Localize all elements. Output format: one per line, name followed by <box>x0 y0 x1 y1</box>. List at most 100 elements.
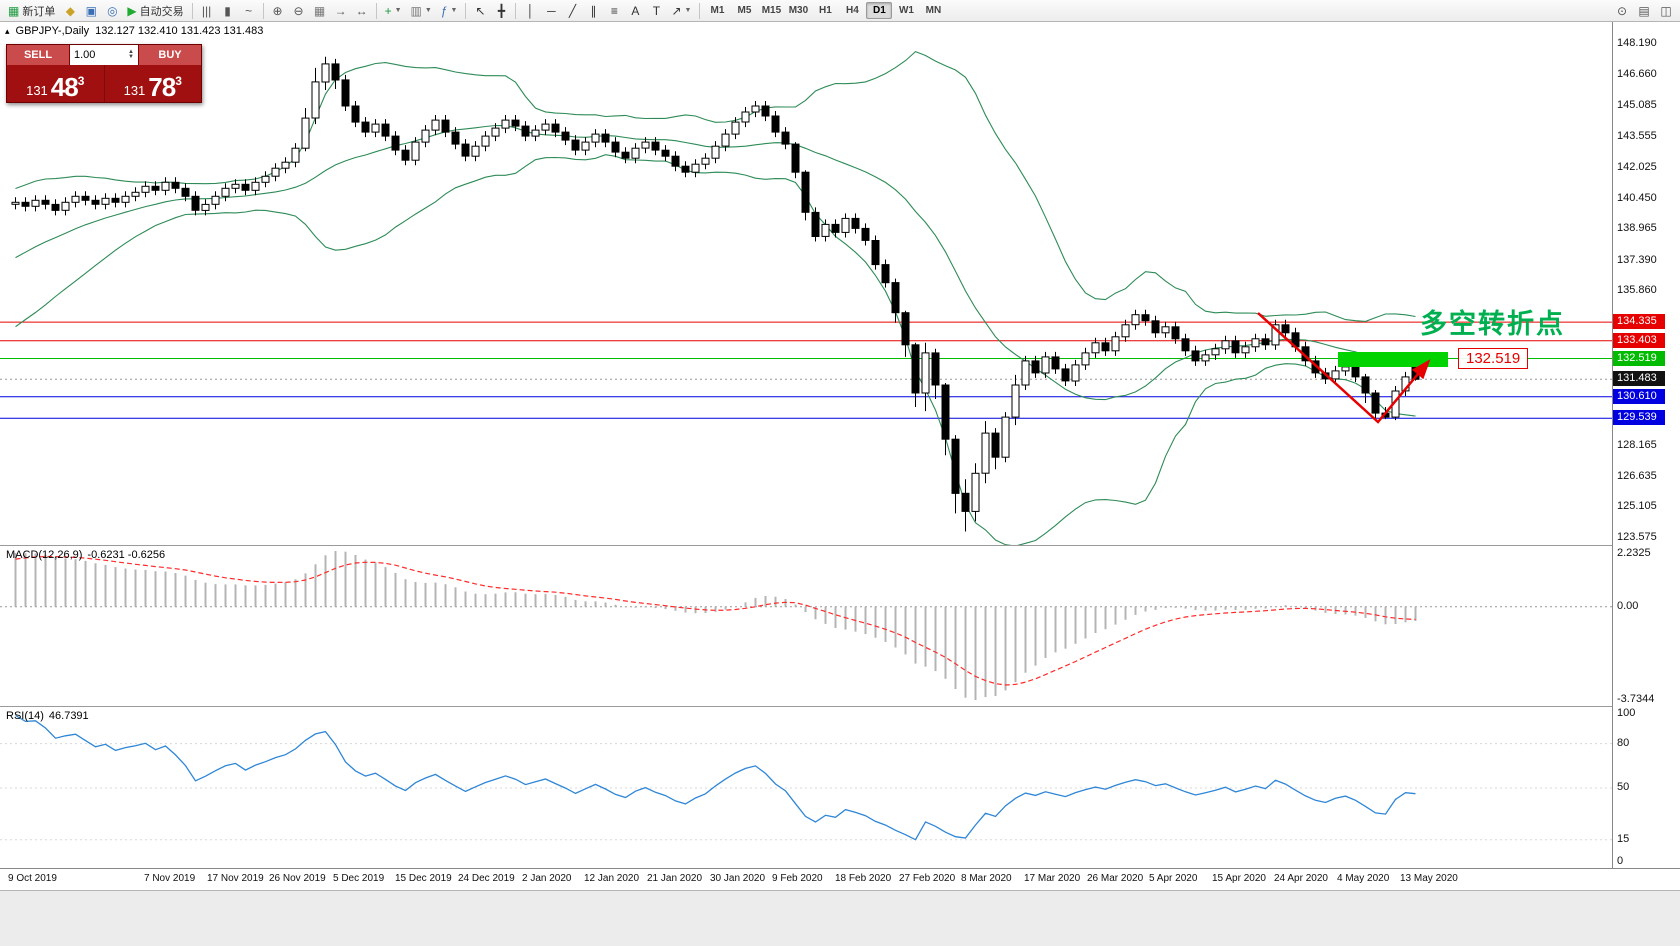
timeframe-h1[interactable]: H1 <box>819 5 832 16</box>
profiles-icon-dropdown[interactable]: ▼ <box>424 7 432 14</box>
refresh-icon[interactable]: ◎ <box>102 2 122 20</box>
pane-divider[interactable] <box>0 545 1680 546</box>
timeframe-m1[interactable]: M1 <box>710 5 725 16</box>
data-window-icon[interactable]: ▤ <box>1634 2 1654 20</box>
rsi-pane[interactable] <box>0 706 1612 868</box>
timeframe-w1[interactable]: W1 <box>898 5 914 16</box>
profile-icon[interactable]: ▣ <box>81 2 101 20</box>
buy-price-button[interactable]: 131 78 3 <box>103 65 202 102</box>
new-order-button: ▦ <box>8 3 20 18</box>
candle <box>181 187 190 197</box>
candle <box>241 183 250 191</box>
new-order-button[interactable]: ▦ 新订单 <box>4 2 59 20</box>
candle <box>61 201 70 211</box>
candle <box>951 438 960 494</box>
timeframe-d1[interactable]: D1 <box>866 2 893 19</box>
candle <box>111 197 120 203</box>
candlestick-chart-icon[interactable]: ▮ <box>218 2 238 20</box>
candle <box>1171 326 1180 340</box>
horizontal-line-icon[interactable]: ─ <box>541 2 561 20</box>
candle <box>1061 368 1070 382</box>
timeframe-mn[interactable]: MN <box>925 5 942 16</box>
rsi-name: RSI(14) <box>6 710 44 722</box>
candle <box>1251 338 1260 348</box>
turning-point-annotation[interactable]: 多空转折点 <box>1420 309 1565 339</box>
price-tick: 126.635 <box>1617 470 1657 482</box>
zoom-out-icon: ⊖ <box>293 3 304 18</box>
trendline-icon[interactable]: ╱ <box>562 2 582 20</box>
new-chart-icon-dropdown[interactable]: ▼ <box>394 7 402 14</box>
auto-scroll-icon[interactable]: → <box>331 2 351 20</box>
cursor-icon[interactable]: ↖ <box>470 2 490 20</box>
arrows-icon[interactable]: ↗ ▼ <box>667 2 695 20</box>
candle <box>1161 326 1170 334</box>
candle <box>321 63 330 83</box>
timeframe-h4[interactable]: H4 <box>846 5 859 16</box>
zoom-out-icon[interactable]: ⊖ <box>289 2 309 20</box>
candle <box>981 432 990 474</box>
profiles-icon: ▥ <box>410 3 422 18</box>
label-icon[interactable]: T <box>646 2 666 20</box>
macd-pane[interactable] <box>0 545 1612 706</box>
buy-button[interactable]: BUY <box>158 49 182 61</box>
volume-spinner-icon[interactable]: ▲ ▼ <box>128 49 134 60</box>
timeframe-m15[interactable]: M15 <box>761 5 782 16</box>
price-level-callout[interactable]: 132.519 <box>1458 348 1529 369</box>
price-chart-pane[interactable] <box>0 22 1612 545</box>
date-label: 15 Apr 2020 <box>1212 873 1266 884</box>
pane-divider[interactable] <box>0 706 1680 707</box>
date-label: 2 Jan 2020 <box>522 873 572 884</box>
macd-name: MACD(12,26,9) <box>6 549 83 561</box>
navigator-icon[interactable]: ◫ <box>1656 2 1676 20</box>
chart-window-icon[interactable]: ◆ <box>60 2 80 20</box>
trendline-icon: ╱ <box>568 3 577 18</box>
candle <box>101 197 110 205</box>
macd-scale-label: 2.2325 <box>1617 547 1651 559</box>
rsi-scale-label: 50 <box>1617 781 1630 793</box>
candle <box>591 133 600 143</box>
indicators-icon: ƒ <box>440 3 448 18</box>
collapse-panel-icon[interactable]: ▴ <box>5 25 10 36</box>
tile-windows-icon[interactable]: ▦ <box>310 2 330 20</box>
volume-input[interactable]: 1.00 ▲ ▼ <box>69 45 139 65</box>
search-icon[interactable]: ⊙ <box>1612 2 1632 20</box>
date-label: 8 Mar 2020 <box>961 873 1012 884</box>
search-icon: ⊙ <box>1616 3 1628 18</box>
candle <box>891 282 900 314</box>
price-level-badge: 131.483 <box>1613 371 1665 386</box>
candle <box>1271 324 1280 346</box>
chart-shift-icon[interactable]: ↔ <box>352 2 372 20</box>
crosshair-icon[interactable]: ╋ <box>491 2 511 20</box>
price-tick: 137.390 <box>1617 254 1657 266</box>
auto-trading-button[interactable]: ▶ 自动交易 <box>123 2 187 20</box>
text-icon[interactable]: A <box>625 2 645 20</box>
candle <box>371 123 380 133</box>
price-scale[interactable]: 148.190 146.660 145.085 143.555 142.025 140.4… <box>1612 22 1680 868</box>
vertical-line-icon[interactable]: │ <box>520 2 540 20</box>
profiles-icon[interactable]: ▥ ▼ <box>407 2 436 20</box>
timeframe-m5[interactable]: M5 <box>737 5 752 16</box>
zoom-in-icon[interactable]: ⊕ <box>268 2 288 20</box>
candle <box>571 139 580 151</box>
bar-chart-icon[interactable]: ||| <box>197 2 217 20</box>
date-label: 12 Jan 2020 <box>584 873 640 884</box>
highlight-rectangle[interactable] <box>1338 352 1448 367</box>
new-chart-icon[interactable]: + ▼ <box>381 2 406 20</box>
sell-price-button[interactable]: 131 48 3 <box>7 65 104 102</box>
indicators-icon[interactable]: ƒ ▼ <box>437 2 462 20</box>
channel-icon[interactable]: ∥ <box>583 2 603 20</box>
indicators-icon-dropdown[interactable]: ▼ <box>450 7 458 14</box>
macd-indicator-label: MACD(12,26,9) -0.6231 -0.6256 <box>6 549 165 561</box>
line-chart-icon: ~ <box>245 3 253 18</box>
candle <box>631 147 640 159</box>
sell-button[interactable]: SELL <box>23 49 53 61</box>
arrows-icon-dropdown[interactable]: ▼ <box>684 7 692 14</box>
time-scale[interactable]: 9 Oct 2019 7 Nov 2019 17 Nov 2019 26 Nov 20… <box>0 868 1680 890</box>
price-tick: 145.085 <box>1617 99 1657 111</box>
trend-arrow[interactable] <box>1257 312 1431 424</box>
fibonacci-icon[interactable]: ≡ <box>604 2 624 20</box>
chart-window[interactable]: ▴ GBPJPY-,Daily 132.127 132.410 131.423 … <box>0 22 1680 946</box>
line-chart-icon[interactable]: ~ <box>239 2 259 20</box>
timeframe-m30[interactable]: M30 <box>788 5 809 16</box>
